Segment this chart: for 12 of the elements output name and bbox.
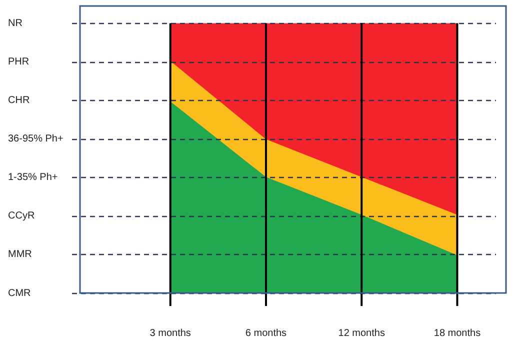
text: NR — [8, 18, 22, 30]
text: MMR — [8, 249, 32, 260]
text: 36-95% Ph+ — [8, 134, 64, 145]
text: PHR — [8, 56, 30, 68]
x-tick-label: 6 months — [245, 328, 287, 339]
text: CHR — [8, 95, 30, 106]
text: CCyR — [8, 210, 35, 222]
x-tick-label: 12 months — [338, 328, 385, 339]
text: 1-35% Ph+ — [8, 172, 58, 184]
x-tick-label: 18 months — [434, 328, 481, 339]
x-tick-label: 3 months — [150, 328, 191, 339]
text: CMR — [8, 288, 31, 299]
